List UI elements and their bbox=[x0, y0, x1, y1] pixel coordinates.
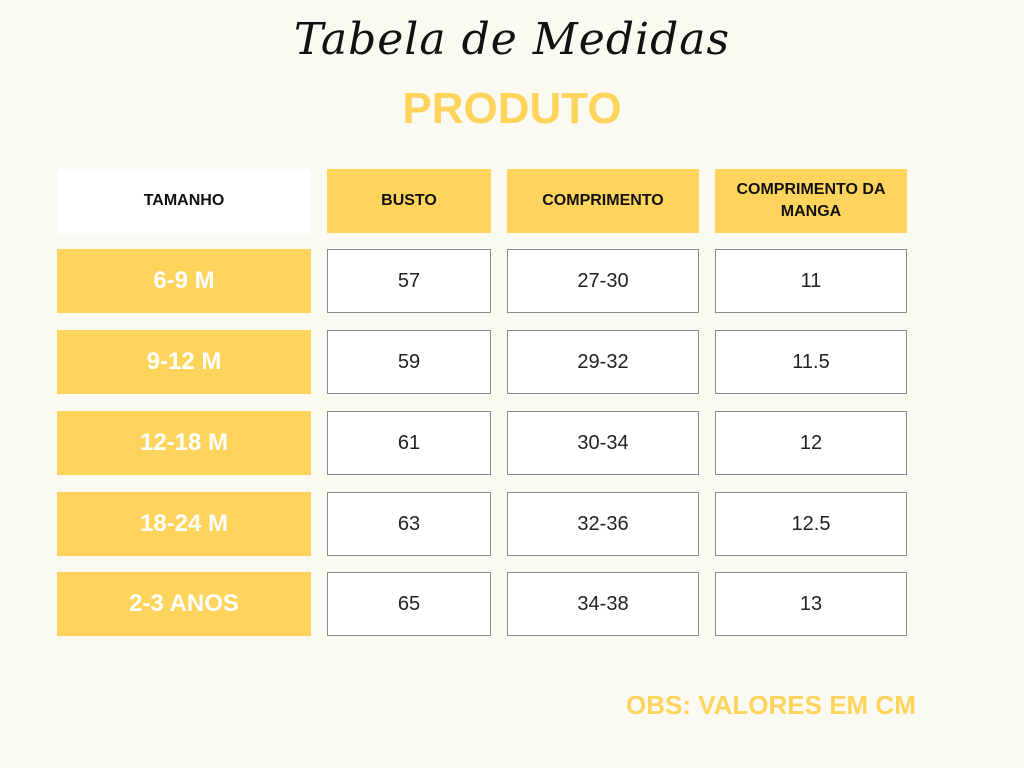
comprimento-cell: 30-34 bbox=[507, 411, 699, 475]
busto-cell: 63 bbox=[327, 492, 491, 556]
comprimento-cell: 29-32 bbox=[507, 330, 699, 394]
manga-cell: 12 bbox=[715, 411, 907, 475]
page-subtitle: PRODUTO bbox=[402, 84, 622, 133]
comprimento-cell: 34-38 bbox=[507, 572, 699, 636]
header-comprimento: COMPRIMENTO bbox=[507, 169, 699, 233]
busto-cell: 59 bbox=[327, 330, 491, 394]
size-cell: 6-9 M bbox=[57, 249, 311, 313]
units-note: OBS: VALORES EM CM bbox=[626, 690, 916, 720]
header-busto: BUSTO bbox=[327, 169, 491, 233]
manga-cell: 13 bbox=[715, 572, 907, 636]
page-title: Tabela de Medidas bbox=[293, 14, 731, 65]
size-cell: 12-18 M bbox=[57, 411, 311, 475]
manga-cell: 11.5 bbox=[715, 330, 907, 394]
comprimento-cell: 27-30 bbox=[507, 249, 699, 313]
header-comprimento-da-manga: COMPRIMENTO DA MANGA bbox=[715, 169, 907, 233]
busto-cell: 65 bbox=[327, 572, 491, 636]
manga-cell: 12.5 bbox=[715, 492, 907, 556]
manga-cell: 11 bbox=[715, 249, 907, 313]
busto-cell: 61 bbox=[327, 411, 491, 475]
size-cell: 9-12 M bbox=[57, 330, 311, 394]
busto-cell: 57 bbox=[327, 249, 491, 313]
size-cell: 2-3 ANOS bbox=[57, 572, 311, 636]
comprimento-cell: 32-36 bbox=[507, 492, 699, 556]
size-cell: 18-24 M bbox=[57, 492, 311, 556]
header-tamanho: TAMANHO bbox=[57, 169, 311, 233]
